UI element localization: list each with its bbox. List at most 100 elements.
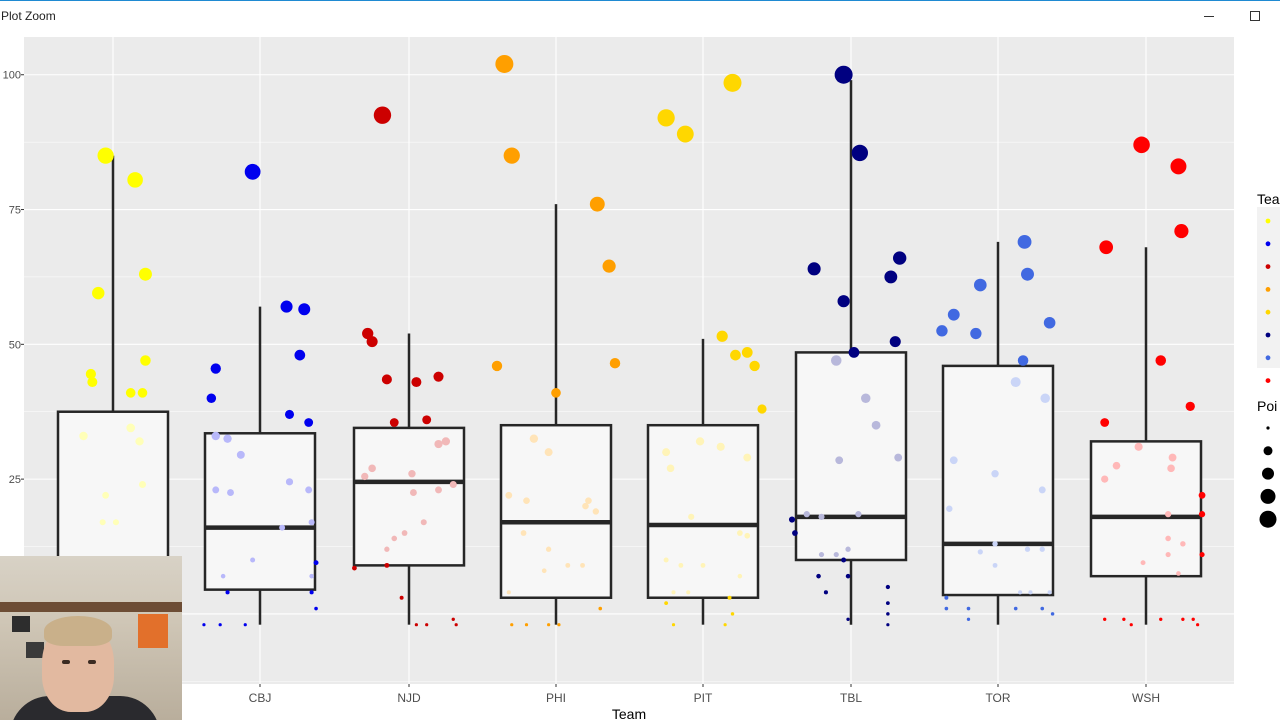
data-point bbox=[294, 349, 306, 361]
data-point bbox=[1196, 623, 1200, 627]
box-body bbox=[352, 426, 466, 567]
data-point bbox=[520, 530, 527, 536]
data-point bbox=[503, 147, 520, 164]
data-point bbox=[749, 360, 760, 372]
data-point bbox=[1198, 511, 1206, 518]
data-point bbox=[991, 470, 999, 478]
data-point bbox=[102, 491, 110, 499]
data-point bbox=[425, 623, 429, 627]
data-point bbox=[589, 196, 605, 212]
y-tick-label: 50 bbox=[9, 339, 21, 351]
data-point bbox=[308, 519, 315, 526]
data-point bbox=[688, 513, 695, 520]
data-point bbox=[1155, 355, 1167, 366]
legend-key bbox=[1265, 355, 1271, 361]
data-point bbox=[411, 377, 422, 388]
data-point bbox=[1099, 240, 1114, 255]
data-point bbox=[841, 557, 847, 563]
maximize-button[interactable] bbox=[1232, 1, 1278, 30]
data-point bbox=[557, 623, 561, 627]
data-point bbox=[580, 562, 585, 568]
data-point bbox=[1129, 623, 1133, 627]
data-point bbox=[848, 347, 860, 358]
box-body bbox=[1089, 440, 1203, 578]
data-point bbox=[495, 54, 514, 73]
data-point bbox=[541, 568, 547, 574]
data-point bbox=[449, 480, 457, 489]
data-point bbox=[1040, 606, 1045, 611]
data-point bbox=[1199, 552, 1205, 558]
data-point bbox=[1181, 617, 1185, 621]
legend-key bbox=[1265, 287, 1271, 292]
data-point bbox=[992, 541, 998, 547]
data-point bbox=[664, 601, 669, 606]
data-point bbox=[970, 327, 982, 340]
data-point bbox=[210, 363, 221, 374]
data-point bbox=[218, 623, 222, 627]
legend-key bbox=[1265, 241, 1271, 247]
data-point bbox=[727, 595, 732, 600]
data-point bbox=[788, 516, 796, 523]
data-point bbox=[1024, 546, 1031, 552]
minimize-button[interactable] bbox=[1186, 1, 1232, 30]
data-point bbox=[127, 172, 143, 188]
legend-key bbox=[1265, 309, 1271, 315]
data-point bbox=[944, 595, 949, 600]
box-tor bbox=[941, 241, 1055, 625]
data-point bbox=[280, 300, 293, 313]
data-point bbox=[936, 325, 948, 337]
data-point bbox=[1039, 546, 1045, 552]
x-tick-label-tor: TOR bbox=[985, 691, 1010, 705]
legend-key bbox=[1265, 378, 1271, 383]
data-point bbox=[524, 623, 529, 627]
data-point bbox=[992, 562, 998, 568]
data-point bbox=[547, 623, 551, 627]
data-point bbox=[99, 519, 106, 526]
data-point bbox=[529, 434, 539, 443]
data-point bbox=[1101, 475, 1109, 483]
data-point bbox=[666, 464, 675, 473]
data-point bbox=[884, 270, 898, 284]
data-point bbox=[92, 286, 105, 300]
data-point bbox=[966, 606, 971, 611]
data-point bbox=[1174, 224, 1189, 239]
data-point bbox=[551, 388, 561, 398]
data-point bbox=[949, 456, 958, 465]
data-point bbox=[510, 623, 514, 627]
data-point bbox=[598, 606, 603, 611]
data-point bbox=[585, 497, 592, 505]
data-point bbox=[1170, 158, 1187, 175]
data-point bbox=[399, 595, 404, 600]
data-point bbox=[730, 612, 735, 616]
data-point bbox=[686, 590, 691, 595]
x-tick-label-pit: PIT bbox=[694, 691, 713, 705]
data-point bbox=[1112, 461, 1121, 470]
data-point bbox=[1133, 136, 1150, 154]
data-point bbox=[846, 617, 850, 621]
data-point bbox=[602, 259, 616, 273]
box-njd bbox=[352, 333, 466, 625]
legend-title-size: Poi bbox=[1257, 398, 1277, 414]
data-point bbox=[408, 470, 416, 478]
data-point bbox=[885, 601, 890, 606]
legend-size-key bbox=[1263, 446, 1273, 456]
data-point bbox=[137, 388, 148, 398]
data-point bbox=[420, 519, 427, 526]
data-point bbox=[892, 251, 907, 265]
data-point bbox=[894, 453, 903, 462]
data-point bbox=[947, 308, 960, 321]
data-point bbox=[592, 508, 599, 515]
y-tick-label: 75 bbox=[9, 205, 21, 217]
data-point bbox=[140, 355, 151, 366]
data-point bbox=[1017, 234, 1032, 249]
data-point bbox=[236, 450, 245, 459]
data-point bbox=[1018, 590, 1023, 595]
data-point bbox=[757, 404, 767, 414]
data-point bbox=[309, 573, 314, 579]
data-point bbox=[135, 437, 144, 446]
x-tick-label-phi: PHI bbox=[546, 691, 566, 705]
data-point bbox=[384, 562, 390, 568]
data-point bbox=[1103, 617, 1107, 621]
data-point bbox=[1047, 590, 1052, 595]
data-point bbox=[1176, 571, 1181, 576]
